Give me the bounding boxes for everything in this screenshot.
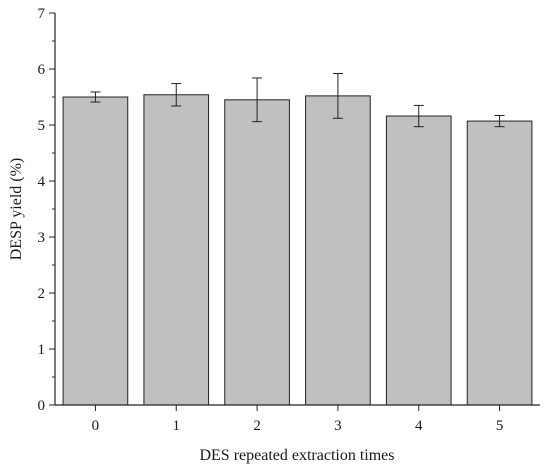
x-tick-label: 4	[415, 418, 423, 434]
y-tick-label: 6	[38, 62, 46, 78]
y-tick-label: 4	[38, 174, 46, 190]
y-tick-label: 5	[38, 118, 46, 134]
y-tick-label: 7	[38, 6, 46, 22]
y-tick-label: 0	[38, 398, 46, 414]
bar-4	[385, 115, 452, 406]
x-axis-title: DES repeated extraction times	[199, 447, 394, 464]
y-tick-label: 2	[38, 286, 46, 302]
x-ticks-layer: 0 1 2 3 4 5	[92, 405, 504, 434]
bar-2	[224, 99, 290, 406]
x-tick-label: 1	[173, 418, 181, 434]
error-bar-4	[413, 104, 424, 128]
x-tick-label: 2	[253, 418, 261, 434]
error-bar-3	[332, 72, 343, 119]
y-axis-title: DESP yield (%)	[8, 158, 25, 261]
error-bar-1	[171, 83, 182, 107]
error-bars-layer	[90, 72, 505, 128]
bar-1	[143, 94, 210, 406]
y-ticks-layer: 0 1 2 3 4 5 6 7	[38, 6, 55, 414]
y-tick-label: 1	[38, 342, 46, 358]
bars-layer	[62, 94, 533, 406]
x-tick-label: 0	[92, 418, 100, 434]
bar-5	[466, 120, 533, 406]
bar-0	[62, 96, 129, 406]
x-tick-label: 3	[334, 418, 342, 434]
error-bar-2	[252, 77, 263, 123]
bar-3	[305, 95, 371, 406]
x-tick-label: 5	[496, 418, 504, 434]
error-bar-0	[90, 91, 101, 103]
error-bar-5	[494, 114, 505, 128]
y-tick-label: 3	[38, 230, 46, 246]
